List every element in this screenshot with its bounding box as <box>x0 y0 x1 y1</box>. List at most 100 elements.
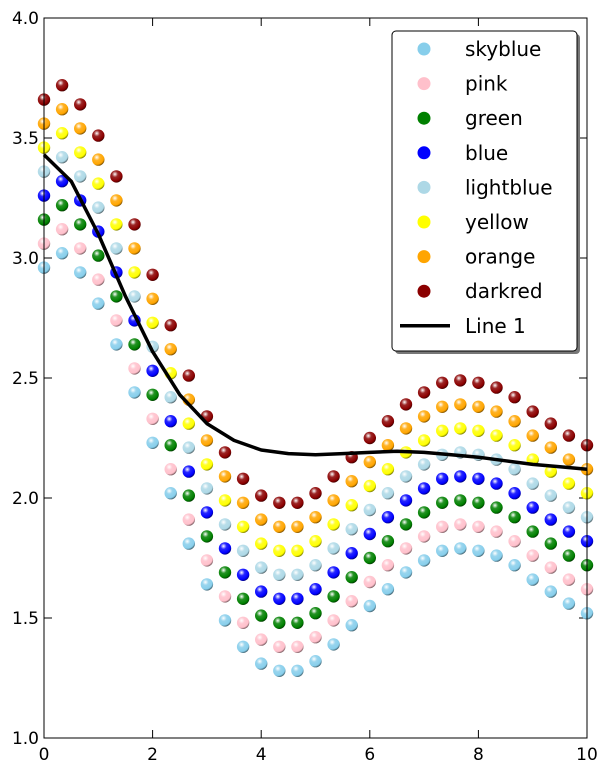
point-skyblue <box>128 386 141 399</box>
point-lightblue <box>273 568 286 581</box>
point-skyblue <box>508 559 521 572</box>
point-green <box>164 439 177 452</box>
point-orange <box>164 343 177 356</box>
point-lightblue <box>381 487 395 500</box>
point-darkred <box>526 405 539 418</box>
legend-marker <box>417 111 431 125</box>
point-pink <box>182 513 195 526</box>
y-tick-label: 1.5 <box>12 609 39 629</box>
point-green <box>74 218 87 231</box>
point-green <box>454 494 467 507</box>
legend-marker <box>417 284 431 298</box>
point-lightblue <box>309 559 322 572</box>
point-lightblue <box>562 501 576 514</box>
point-yellow <box>74 146 87 159</box>
point-blue <box>236 568 250 581</box>
point-orange <box>128 242 141 255</box>
point-orange <box>327 494 340 507</box>
point-pink <box>417 530 431 543</box>
point-darkred <box>562 429 576 442</box>
legend-marker <box>417 77 431 91</box>
legend-label: darkred <box>465 279 543 303</box>
legend-marker <box>417 42 431 56</box>
point-green <box>291 616 304 629</box>
point-blue <box>363 527 376 541</box>
point-pink <box>562 573 576 586</box>
point-skyblue <box>146 436 159 449</box>
point-blue <box>417 482 431 495</box>
point-lightblue <box>110 242 123 255</box>
point-blue <box>255 585 268 598</box>
legend-label: orange <box>465 245 535 269</box>
point-darkred <box>110 170 123 183</box>
point-green <box>200 530 214 543</box>
point-skyblue <box>363 599 376 613</box>
point-blue <box>55 175 69 188</box>
point-yellow <box>291 544 304 557</box>
y-tick-label: 4.0 <box>12 9 39 29</box>
point-orange <box>74 122 87 135</box>
point-yellow <box>436 424 449 437</box>
x-tick-label: 4 <box>256 745 267 765</box>
point-blue <box>309 583 322 596</box>
point-lightblue <box>291 568 304 581</box>
point-skyblue <box>309 655 322 668</box>
x-tick-label: 8 <box>473 745 484 765</box>
point-blue <box>218 542 232 555</box>
point-blue <box>490 477 503 490</box>
point-orange <box>490 405 503 418</box>
point-orange <box>200 434 214 447</box>
point-lightblue <box>55 151 69 164</box>
point-orange <box>255 513 268 526</box>
point-blue <box>345 547 358 560</box>
point-orange <box>436 400 449 413</box>
point-yellow <box>381 463 395 476</box>
point-skyblue <box>544 585 557 598</box>
line-1 <box>42 153 588 471</box>
legend-marker <box>417 180 431 194</box>
point-skyblue <box>399 566 413 579</box>
point-darkred <box>381 415 395 428</box>
y-tick-label: 1.0 <box>12 729 39 749</box>
point-green <box>55 199 69 212</box>
point-blue <box>436 472 449 485</box>
point-orange <box>345 475 358 488</box>
legend-label: green <box>465 106 523 130</box>
ticks: 0 2 4 6 8 10 1.0 1.5 2.0 2.5 3.0 3.5 4.0 <box>12 9 598 765</box>
point-green <box>363 551 376 565</box>
point-skyblue <box>255 657 268 670</box>
point-darkred <box>291 496 304 509</box>
point-yellow <box>92 177 105 190</box>
point-orange <box>544 441 557 454</box>
point-green <box>218 566 232 579</box>
point-yellow <box>110 218 123 231</box>
point-pink <box>164 463 177 476</box>
point-green <box>110 290 123 303</box>
point-pink <box>291 640 304 653</box>
point-blue <box>508 487 521 500</box>
point-yellow <box>309 535 322 548</box>
point-darkred <box>92 129 105 142</box>
point-pink <box>363 575 376 589</box>
point-pink <box>92 273 105 286</box>
point-green <box>327 590 340 603</box>
point-pink <box>544 561 557 574</box>
point-green <box>562 549 576 562</box>
point-darkred <box>74 98 87 111</box>
point-darkred <box>327 470 340 483</box>
point-lightblue <box>544 489 557 502</box>
legend-label: pink <box>465 72 508 96</box>
point-yellow <box>562 477 576 490</box>
point-lightblue <box>345 523 358 536</box>
point-yellow <box>146 316 159 329</box>
point-skyblue <box>381 583 395 596</box>
point-orange <box>110 194 123 207</box>
point-pink <box>74 242 87 255</box>
point-skyblue <box>74 266 87 279</box>
point-pink <box>490 525 503 538</box>
point-yellow <box>417 434 431 447</box>
point-green <box>273 616 286 629</box>
x-tick-label: 6 <box>364 745 375 765</box>
